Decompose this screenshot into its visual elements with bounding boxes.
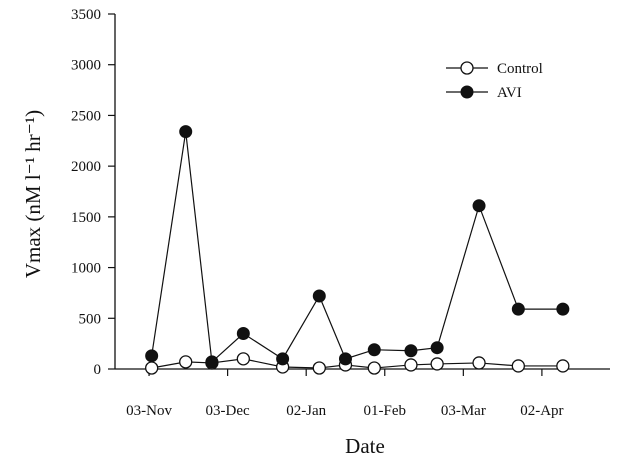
x-axis-title: Date <box>345 434 385 458</box>
y-ticks: 0 500 1000 1500 2000 2500 3000 3500 <box>71 7 115 378</box>
series-layer <box>145 125 570 375</box>
x-tick-label: 03-Mar <box>441 403 486 419</box>
series-line-avi <box>151 131 563 364</box>
legend-control-label: Control <box>497 61 543 77</box>
y-tick-label: 1500 <box>71 210 101 226</box>
data-point-control <box>511 359 525 373</box>
x-tick-label: 03-Dec <box>206 403 250 419</box>
plot-area <box>114 14 610 370</box>
data-point-avi <box>556 302 570 316</box>
x-tick-label: 03-Nov <box>126 403 172 419</box>
data-point-avi <box>236 327 250 340</box>
x-tick-label: 01-Feb <box>364 403 407 419</box>
data-point-avi <box>205 355 219 369</box>
data-point-control <box>236 352 250 366</box>
data-point-control <box>312 361 326 375</box>
y-tick-label: 500 <box>79 311 102 327</box>
x-tick-label: 02-Apr <box>520 403 563 419</box>
data-point-avi <box>276 352 290 366</box>
data-point-avi <box>472 199 486 213</box>
data-point-control <box>367 361 381 375</box>
data-point-control <box>404 358 418 372</box>
x-tick-label: 02-Jan <box>286 403 326 419</box>
data-point-avi <box>312 289 326 303</box>
legend-avi-label: AVI <box>497 85 522 101</box>
data-point-control <box>145 361 159 375</box>
data-point-avi <box>404 344 418 358</box>
data-point-control <box>556 359 570 373</box>
x-ticks: 03-Nov 03-Dec 02-Jan 01-Feb 03-Mar 02-Apr <box>126 369 564 419</box>
data-point-avi <box>430 341 444 355</box>
y-tick-label: 3000 <box>71 58 101 74</box>
data-point-control <box>472 356 486 370</box>
data-point-avi <box>338 352 352 366</box>
legend-control-marker <box>460 61 474 75</box>
data-point-avi <box>367 343 381 357</box>
y-axis-title: Vmax (nM l⁻¹ hr⁻¹) <box>21 110 45 278</box>
y-tick-label: 1000 <box>71 261 101 277</box>
y-tick-label: 2500 <box>71 108 101 124</box>
y-tick-label: 3500 <box>71 7 101 23</box>
data-point-control <box>179 355 193 369</box>
legend-avi-marker <box>460 85 474 99</box>
data-point-avi <box>511 302 525 316</box>
legend: Control AVI <box>446 61 543 101</box>
data-point-avi <box>179 125 193 139</box>
data-point-avi <box>145 349 159 363</box>
y-tick-label: 0 <box>94 362 102 378</box>
y-tick-label: 2000 <box>71 159 101 175</box>
data-point-control <box>430 357 444 371</box>
